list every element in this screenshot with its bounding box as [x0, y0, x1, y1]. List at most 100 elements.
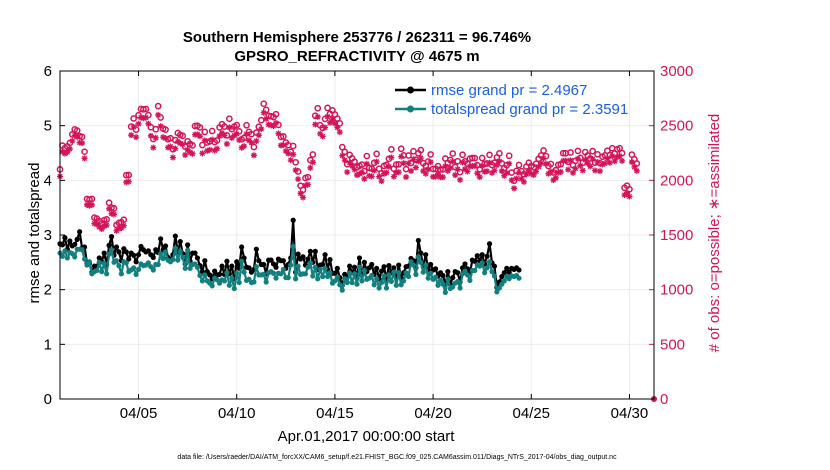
obs-assimilated-point	[471, 162, 478, 169]
spread-point	[359, 278, 365, 284]
spread-point	[398, 282, 404, 288]
spread-point	[302, 271, 309, 277]
obs-possible-point	[257, 116, 265, 124]
legend-spread-marker	[407, 105, 414, 113]
rmse-point	[300, 254, 306, 260]
rmse-point	[77, 229, 83, 235]
obs-assimilated-point	[570, 169, 576, 176]
obs-assimilated-point	[464, 168, 471, 175]
rmse-point	[72, 241, 78, 247]
obs-possible-point	[471, 154, 479, 162]
obs-assimilated-point	[567, 157, 574, 164]
obs-assimilated-point	[388, 154, 395, 161]
spread-point	[437, 277, 444, 283]
obs-assimilated-point	[447, 164, 454, 171]
spread-point	[261, 271, 267, 277]
rmse-point	[307, 248, 313, 254]
rmse-point	[67, 238, 73, 244]
obs-assimilated-point	[297, 190, 304, 197]
obs-assimilated-point	[368, 173, 375, 180]
obs-possible-point	[162, 126, 169, 133]
spread-point	[123, 260, 129, 266]
obs-assimilated-point	[624, 190, 630, 197]
obs-assimilated-point	[513, 175, 520, 182]
obs-assimilated-point	[584, 160, 591, 167]
spread-point	[354, 281, 360, 287]
obs-assimilated-point	[609, 153, 616, 160]
rmse-point	[253, 246, 259, 252]
rmse-point	[322, 252, 328, 258]
obs-possible-point	[103, 216, 110, 223]
legend-spread-label: totalspread grand pr = 2.3591	[431, 101, 628, 118]
obs-possible-point	[240, 134, 248, 142]
obs-possible-point	[454, 157, 461, 165]
obs-assimilated-point	[420, 168, 427, 175]
obs-assimilated-point	[493, 162, 500, 169]
obs-assimilated-point	[295, 176, 302, 183]
obs-assimilated-point	[209, 136, 216, 143]
obs-assimilated-point	[135, 120, 142, 127]
obs-possible-point	[196, 124, 204, 131]
obs-assimilated-point	[412, 164, 419, 171]
rmse-point	[131, 252, 137, 258]
obs-assimilated-point	[452, 172, 459, 179]
spread-point	[482, 270, 488, 276]
spread-point	[224, 270, 230, 276]
spread-point	[418, 259, 424, 265]
spread-point	[413, 271, 419, 277]
obs-assimilated-point	[307, 164, 314, 171]
obs-possible-point	[208, 127, 216, 135]
rmse-point	[455, 270, 461, 276]
obs-assimilated-point	[86, 202, 93, 209]
spread-point	[378, 279, 385, 286]
obs-assimilated-point	[378, 178, 385, 185]
spread-point	[484, 265, 490, 271]
spread-point	[285, 275, 291, 281]
rmse-point	[135, 252, 142, 258]
y-right-tick-label: 2000	[660, 172, 693, 189]
obs-assimilated-point	[604, 155, 611, 162]
obs-assimilated-point	[280, 142, 287, 149]
obs-assimilated-point	[118, 225, 125, 232]
spread-point	[307, 260, 313, 266]
obs-assimilated-point	[474, 170, 481, 177]
obs-possible-point	[373, 150, 380, 158]
obs-assimilated-point	[550, 177, 557, 184]
x-tick-label: 04/05	[120, 405, 158, 422]
obs-assimilated-point	[292, 167, 299, 174]
rmse-point	[59, 242, 66, 248]
rmse-point	[273, 264, 279, 270]
spread-point	[241, 269, 247, 275]
obs-assimilated-point	[214, 145, 221, 152]
obs-assimilated-point	[128, 132, 135, 139]
spread-point	[155, 261, 161, 268]
rmse-point	[177, 238, 183, 245]
spread-point	[455, 278, 461, 285]
spread-point	[501, 278, 507, 284]
obs-assimilated-point	[628, 159, 635, 166]
obs-assimilated-point	[258, 126, 265, 133]
obs-assimilated-point	[309, 159, 316, 166]
obs-assimilated-point	[71, 132, 78, 139]
obs-possible-point	[179, 132, 187, 140]
obs-possible-point	[243, 121, 250, 129]
spread-point	[486, 259, 493, 265]
spread-point	[64, 255, 70, 261]
obs-assimilated-point	[444, 167, 451, 174]
y-right-tick-label: 1000	[660, 282, 693, 299]
x-axis-label: Apr.01,2017 00:00:00 start	[278, 428, 456, 445]
spread-point	[72, 254, 78, 260]
rmse-point	[145, 248, 151, 254]
spread-point	[133, 271, 139, 277]
spread-point	[435, 282, 441, 288]
chart-title: Southern Hemisphere 253776 / 262311 = 96…	[183, 29, 531, 46]
obs-possible-point	[272, 110, 280, 118]
obs-assimilated-point	[626, 193, 633, 200]
rmse-point	[445, 269, 451, 275]
spread-point	[150, 267, 156, 273]
obs-assimilated-point	[351, 166, 358, 173]
obs-possible-point	[626, 185, 633, 193]
obs-assimilated-point	[376, 173, 383, 180]
rmse-point	[268, 257, 274, 263]
